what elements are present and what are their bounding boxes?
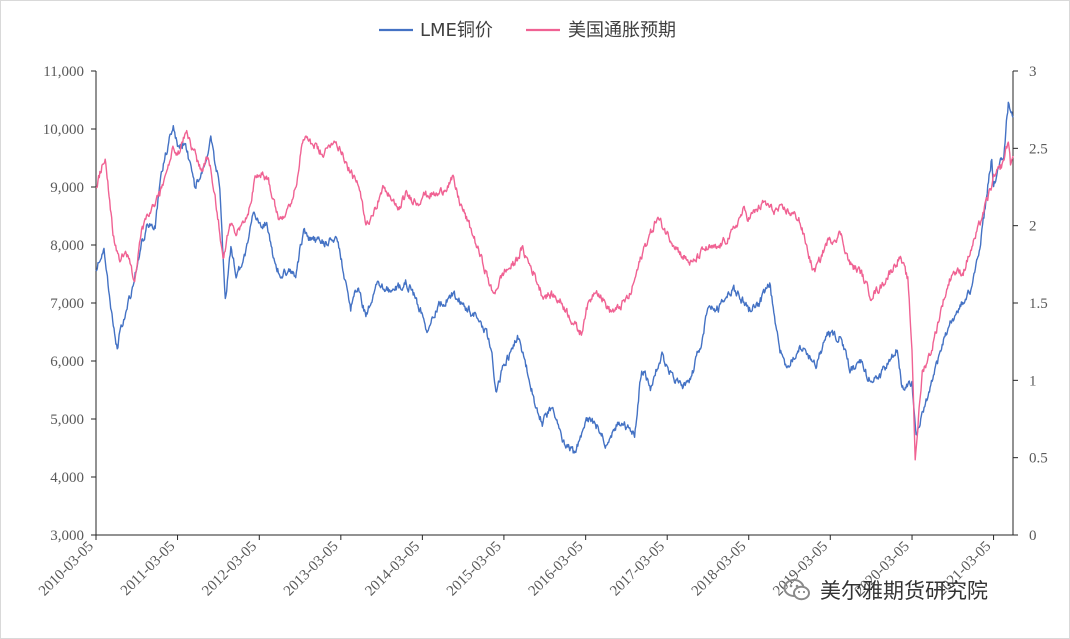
y-left-tick-label: 3,000 xyxy=(50,528,84,544)
wechat-icon xyxy=(783,579,810,601)
legend-label-1: LME铜价 xyxy=(420,20,493,41)
y-left-tick-label: 11,000 xyxy=(43,64,84,80)
y-left-tick-label: 5,000 xyxy=(50,412,84,428)
y-right-tick-label: 3 xyxy=(1029,64,1037,80)
y-left-tick-label: 7,000 xyxy=(50,296,84,312)
x-tick-label: 2013-03-05 xyxy=(281,539,342,600)
y-right-tick-label: 2 xyxy=(1029,219,1037,235)
x-tick-label: 2015-03-05 xyxy=(444,539,505,600)
y-left-tick-label: 4,000 xyxy=(50,470,84,486)
y-right-tick-label: 0.5 xyxy=(1029,451,1048,467)
y-left-tick-label: 6,000 xyxy=(50,354,84,370)
x-tick-label: 2011-03-05 xyxy=(118,539,178,599)
x-tick-label: 2010-03-05 xyxy=(36,539,97,600)
watermark-text: 美尔雅期货研究院 xyxy=(820,579,988,603)
x-tick-label: 2016-03-05 xyxy=(526,539,587,600)
series-line-2 xyxy=(95,129,1014,461)
legend-label-2: 美国通胀预期 xyxy=(568,20,676,41)
y-right-tick-label: 0 xyxy=(1029,528,1037,544)
x-tick-label: 2018-03-05 xyxy=(689,539,750,600)
series-line-1 xyxy=(95,101,1014,454)
x-tick-label: 2014-03-05 xyxy=(362,539,423,600)
y-left-tick-label: 10,000 xyxy=(43,122,84,138)
y-left-tick-label: 9,000 xyxy=(50,180,84,196)
x-tick-label: 2012-03-05 xyxy=(199,539,260,600)
y-right-tick-label: 1 xyxy=(1029,373,1037,389)
y-right-tick-label: 1.5 xyxy=(1029,296,1048,312)
y-right-tick-label: 2.5 xyxy=(1029,141,1048,157)
y-left-tick-label: 8,000 xyxy=(50,238,84,254)
x-tick-label: 2017-03-05 xyxy=(607,539,668,600)
watermark: 美尔雅期货研究院 xyxy=(782,572,988,608)
